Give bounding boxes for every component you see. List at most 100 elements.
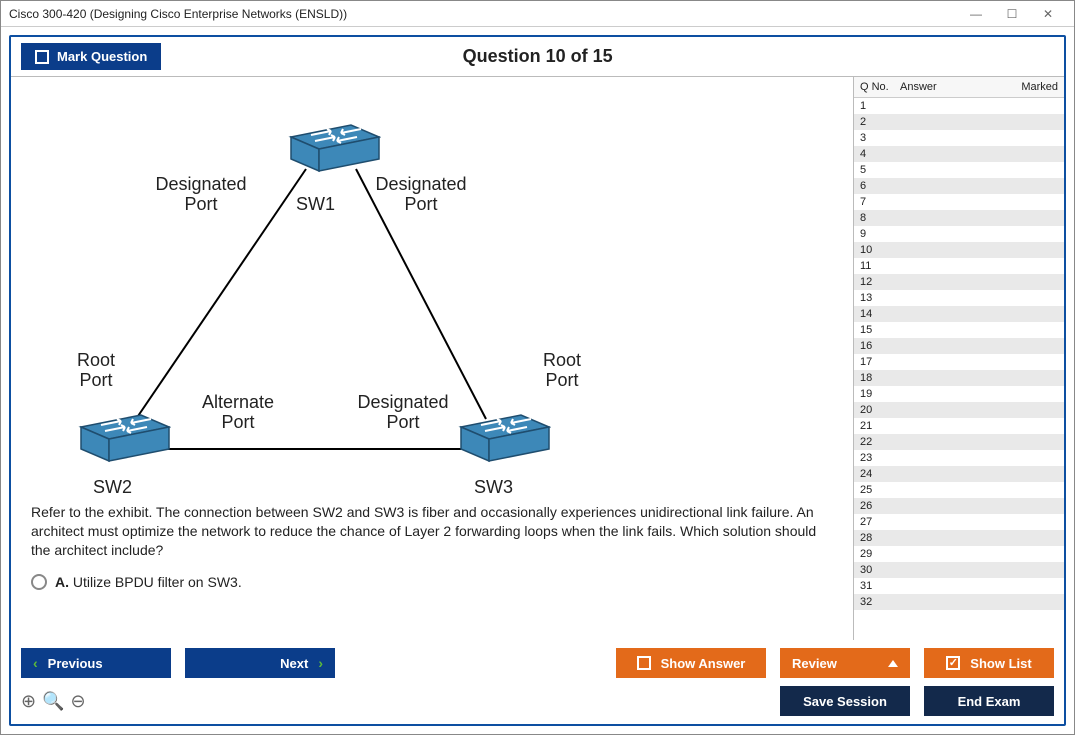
review-label: Review: [792, 656, 837, 671]
row-qno: 13: [860, 292, 900, 304]
review-button[interactable]: Review: [780, 648, 910, 678]
options-list: A. Utilize BPDU filter on SW3.: [31, 574, 837, 590]
switch-sw1: [281, 119, 381, 179]
question-list-row[interactable]: 5: [854, 162, 1064, 178]
question-list-row[interactable]: 11: [854, 258, 1064, 274]
zoom-reset-icon[interactable]: ⊕: [21, 691, 36, 712]
show-answer-label: Show Answer: [661, 656, 746, 671]
next-button[interactable]: Next ›: [185, 648, 335, 678]
col-marked: Marked: [1002, 81, 1058, 93]
question-content[interactable]: SW1 SW2 SW3 DesignatedPortDesignatedPort…: [11, 77, 853, 640]
previous-button[interactable]: ‹ Previous: [21, 648, 171, 678]
question-list-row[interactable]: 7: [854, 194, 1064, 210]
question-list-row[interactable]: 24: [854, 466, 1064, 482]
row-qno: 1: [860, 100, 900, 112]
question-list-row[interactable]: 21: [854, 418, 1064, 434]
question-list-row[interactable]: 3: [854, 130, 1064, 146]
question-list-row[interactable]: 17: [854, 354, 1064, 370]
row-qno: 6: [860, 180, 900, 192]
question-list-row[interactable]: 31: [854, 578, 1064, 594]
chevron-left-icon: ‹: [33, 655, 38, 671]
question-list-row[interactable]: 1: [854, 98, 1064, 114]
checkbox-icon: [35, 50, 49, 64]
close-button[interactable]: ✕: [1030, 3, 1066, 25]
question-list-row[interactable]: 2: [854, 114, 1064, 130]
switch-label-sw2: SW2: [93, 477, 132, 498]
chevron-right-icon: ›: [318, 655, 323, 671]
question-list-row[interactable]: 27: [854, 514, 1064, 530]
row-qno: 7: [860, 196, 900, 208]
maximize-button[interactable]: ☐: [994, 3, 1030, 25]
row-qno: 10: [860, 244, 900, 256]
question-list-row[interactable]: 22: [854, 434, 1064, 450]
question-pane: SW1 SW2 SW3 DesignatedPortDesignatedPort…: [11, 77, 854, 640]
top-bar: Mark Question Question 10 of 15: [11, 37, 1064, 76]
question-list-row[interactable]: 19: [854, 386, 1064, 402]
minimize-button[interactable]: —: [958, 3, 994, 25]
question-list-row[interactable]: 6: [854, 178, 1064, 194]
save-session-button[interactable]: Save Session: [780, 686, 910, 716]
row-qno: 18: [860, 372, 900, 384]
question-list-row[interactable]: 23: [854, 450, 1064, 466]
question-list-row[interactable]: 13: [854, 290, 1064, 306]
row-qno: 16: [860, 340, 900, 352]
end-exam-button[interactable]: End Exam: [924, 686, 1054, 716]
list-header: Q No. Answer Marked: [854, 77, 1064, 98]
row-qno: 11: [860, 260, 900, 272]
answer-option[interactable]: A. Utilize BPDU filter on SW3.: [31, 574, 837, 590]
switch-label-sw3: SW3: [474, 477, 513, 498]
radio-icon: [31, 574, 47, 590]
row-qno: 17: [860, 356, 900, 368]
question-list-row[interactable]: 18: [854, 370, 1064, 386]
show-answer-button[interactable]: Show Answer: [616, 648, 766, 678]
checkbox-checked-icon: [946, 656, 960, 670]
question-list[interactable]: 1234567891011121314151617181920212223242…: [854, 98, 1064, 640]
show-list-button[interactable]: Show List: [924, 648, 1054, 678]
question-list-row[interactable]: 14: [854, 306, 1064, 322]
checkbox-icon: [637, 656, 651, 670]
row-qno: 30: [860, 564, 900, 576]
question-list-row[interactable]: 15: [854, 322, 1064, 338]
row-qno: 4: [860, 148, 900, 160]
question-list-row[interactable]: 4: [854, 146, 1064, 162]
row-qno: 25: [860, 484, 900, 496]
question-list-row[interactable]: 8: [854, 210, 1064, 226]
row-qno: 28: [860, 532, 900, 544]
row-qno: 19: [860, 388, 900, 400]
zoom-out-icon[interactable]: ⊖: [71, 691, 86, 712]
question-list-row[interactable]: 20: [854, 402, 1064, 418]
row-qno: 21: [860, 420, 900, 432]
question-list-row[interactable]: 12: [854, 274, 1064, 290]
switch-label-sw1: SW1: [296, 194, 335, 215]
question-list-row[interactable]: 32: [854, 594, 1064, 610]
question-list-row[interactable]: 30: [854, 562, 1064, 578]
question-list-row[interactable]: 9: [854, 226, 1064, 242]
row-qno: 15: [860, 324, 900, 336]
window-title: Cisco 300-420 (Designing Cisco Enterpris…: [9, 7, 958, 21]
row-qno: 14: [860, 308, 900, 320]
mark-question-button[interactable]: Mark Question: [21, 43, 161, 70]
question-list-row[interactable]: 28: [854, 530, 1064, 546]
question-list-row[interactable]: 16: [854, 338, 1064, 354]
question-list-row[interactable]: 10: [854, 242, 1064, 258]
row-qno: 22: [860, 436, 900, 448]
row-qno: 8: [860, 212, 900, 224]
save-session-label: Save Session: [803, 694, 887, 709]
title-bar: Cisco 300-420 (Designing Cisco Enterpris…: [1, 1, 1074, 27]
row-qno: 29: [860, 548, 900, 560]
next-label: Next: [280, 656, 308, 671]
question-list-row[interactable]: 26: [854, 498, 1064, 514]
row-qno: 24: [860, 468, 900, 480]
row-qno: 23: [860, 452, 900, 464]
zoom-in-icon[interactable]: 🔍: [42, 691, 64, 712]
question-list-row[interactable]: 25: [854, 482, 1064, 498]
question-list-row[interactable]: 29: [854, 546, 1064, 562]
app-window: Cisco 300-420 (Designing Cisco Enterpris…: [0, 0, 1075, 735]
port-label: RootPort: [61, 351, 131, 391]
zoom-controls: ⊕ 🔍 ⊖: [21, 691, 86, 712]
switch-sw2: [71, 409, 171, 469]
row-qno: 5: [860, 164, 900, 176]
row-qno: 31: [860, 580, 900, 592]
switch-sw3: [451, 409, 551, 469]
row-qno: 9: [860, 228, 900, 240]
